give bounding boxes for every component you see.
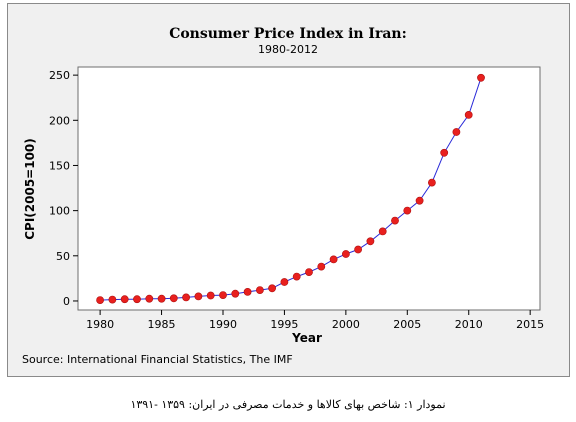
- chart-title: Consumer Price Index in Iran:: [169, 26, 407, 42]
- y-axis-label: CPI(2005=100): [23, 138, 37, 240]
- data-point: 2011: 247: [477, 73, 485, 82]
- data-point: 1986: 3: [169, 294, 178, 303]
- data-point: 1989: 6: [206, 291, 215, 300]
- data-point: 1990: 6.5: [219, 291, 227, 299]
- data-point: 1998: 38: [317, 262, 326, 271]
- data-point: 1997: 32: [305, 268, 313, 276]
- data-point: 2004: 89: [391, 216, 399, 225]
- x-tick-label: 2000: [332, 318, 360, 331]
- data-point: 1983: 2: [133, 295, 141, 304]
- data-point: 2003: 77: [378, 227, 387, 236]
- y-tick-label: 200: [49, 114, 70, 127]
- data-point: 1988: 5: [194, 292, 203, 301]
- x-tick-label: 1995: [270, 318, 298, 331]
- data-point: 1999: 46: [329, 255, 338, 264]
- data-point: 2008: 164: [440, 148, 449, 157]
- x-axis-label: Year: [291, 331, 322, 345]
- source-note: Source: International Financial Statisti…: [22, 353, 293, 366]
- x-tick-label: 1980: [86, 318, 114, 331]
- data-point: 2006: 111: [415, 196, 424, 205]
- data-point: 1993: 12: [255, 286, 264, 294]
- x-tick-label: 2015: [516, 318, 544, 331]
- data-point: 1994: 14: [268, 284, 276, 293]
- data-point: 1985: 2.5: [157, 294, 166, 303]
- data-point: 1992: 10: [243, 287, 252, 296]
- cpi-line-chart: Consumer Price Index in Iran: 1980-2012 …: [22, 26, 544, 366]
- cpi-series-points: 1980: 11981: 1.51982: 21983: 21984: 2.51…: [96, 73, 485, 304]
- y-tick-label: 100: [49, 205, 70, 218]
- x-tick-label: 2005: [393, 318, 421, 331]
- chart-subtitle: 1980-2012: [258, 43, 318, 56]
- y-tick-label: 0: [63, 295, 70, 308]
- data-point: 1980: 1: [96, 296, 104, 304]
- data-point: 1982: 2: [120, 295, 129, 304]
- data-point: 2000: 52: [341, 250, 350, 258]
- y-tick-label: 150: [49, 159, 70, 172]
- data-point: 2009: 187: [452, 128, 461, 136]
- x-tick-label: 1985: [148, 318, 176, 331]
- y-axis: 0 50 100 150 200 250: [49, 69, 78, 308]
- y-tick-label: 50: [56, 250, 70, 263]
- y-tick-label: 250: [49, 69, 70, 82]
- figure-caption: نمودار ۱: شاخص بهای کالاها و خدمات مصرفی…: [130, 398, 446, 411]
- data-point: 1987: 4: [182, 293, 190, 302]
- data-point: 2007: 131: [427, 178, 436, 187]
- x-tick-label: 2010: [455, 318, 483, 331]
- data-point: 2001: 57: [354, 245, 362, 254]
- data-point: 2010: 206: [464, 111, 473, 119]
- x-axis: 1980 1985 1990 1995 2000 2005 2010 2015: [86, 310, 544, 331]
- data-point: 1995: 21: [280, 278, 289, 286]
- data-point: 1991: 8: [231, 289, 240, 298]
- data-point: 1981: 1.5: [108, 295, 117, 304]
- data-point: 1984: 2.5: [145, 294, 154, 303]
- x-tick-label: 1990: [209, 318, 237, 331]
- data-point: 2005: 100: [403, 206, 412, 215]
- data-point: 1996: 27: [292, 272, 301, 281]
